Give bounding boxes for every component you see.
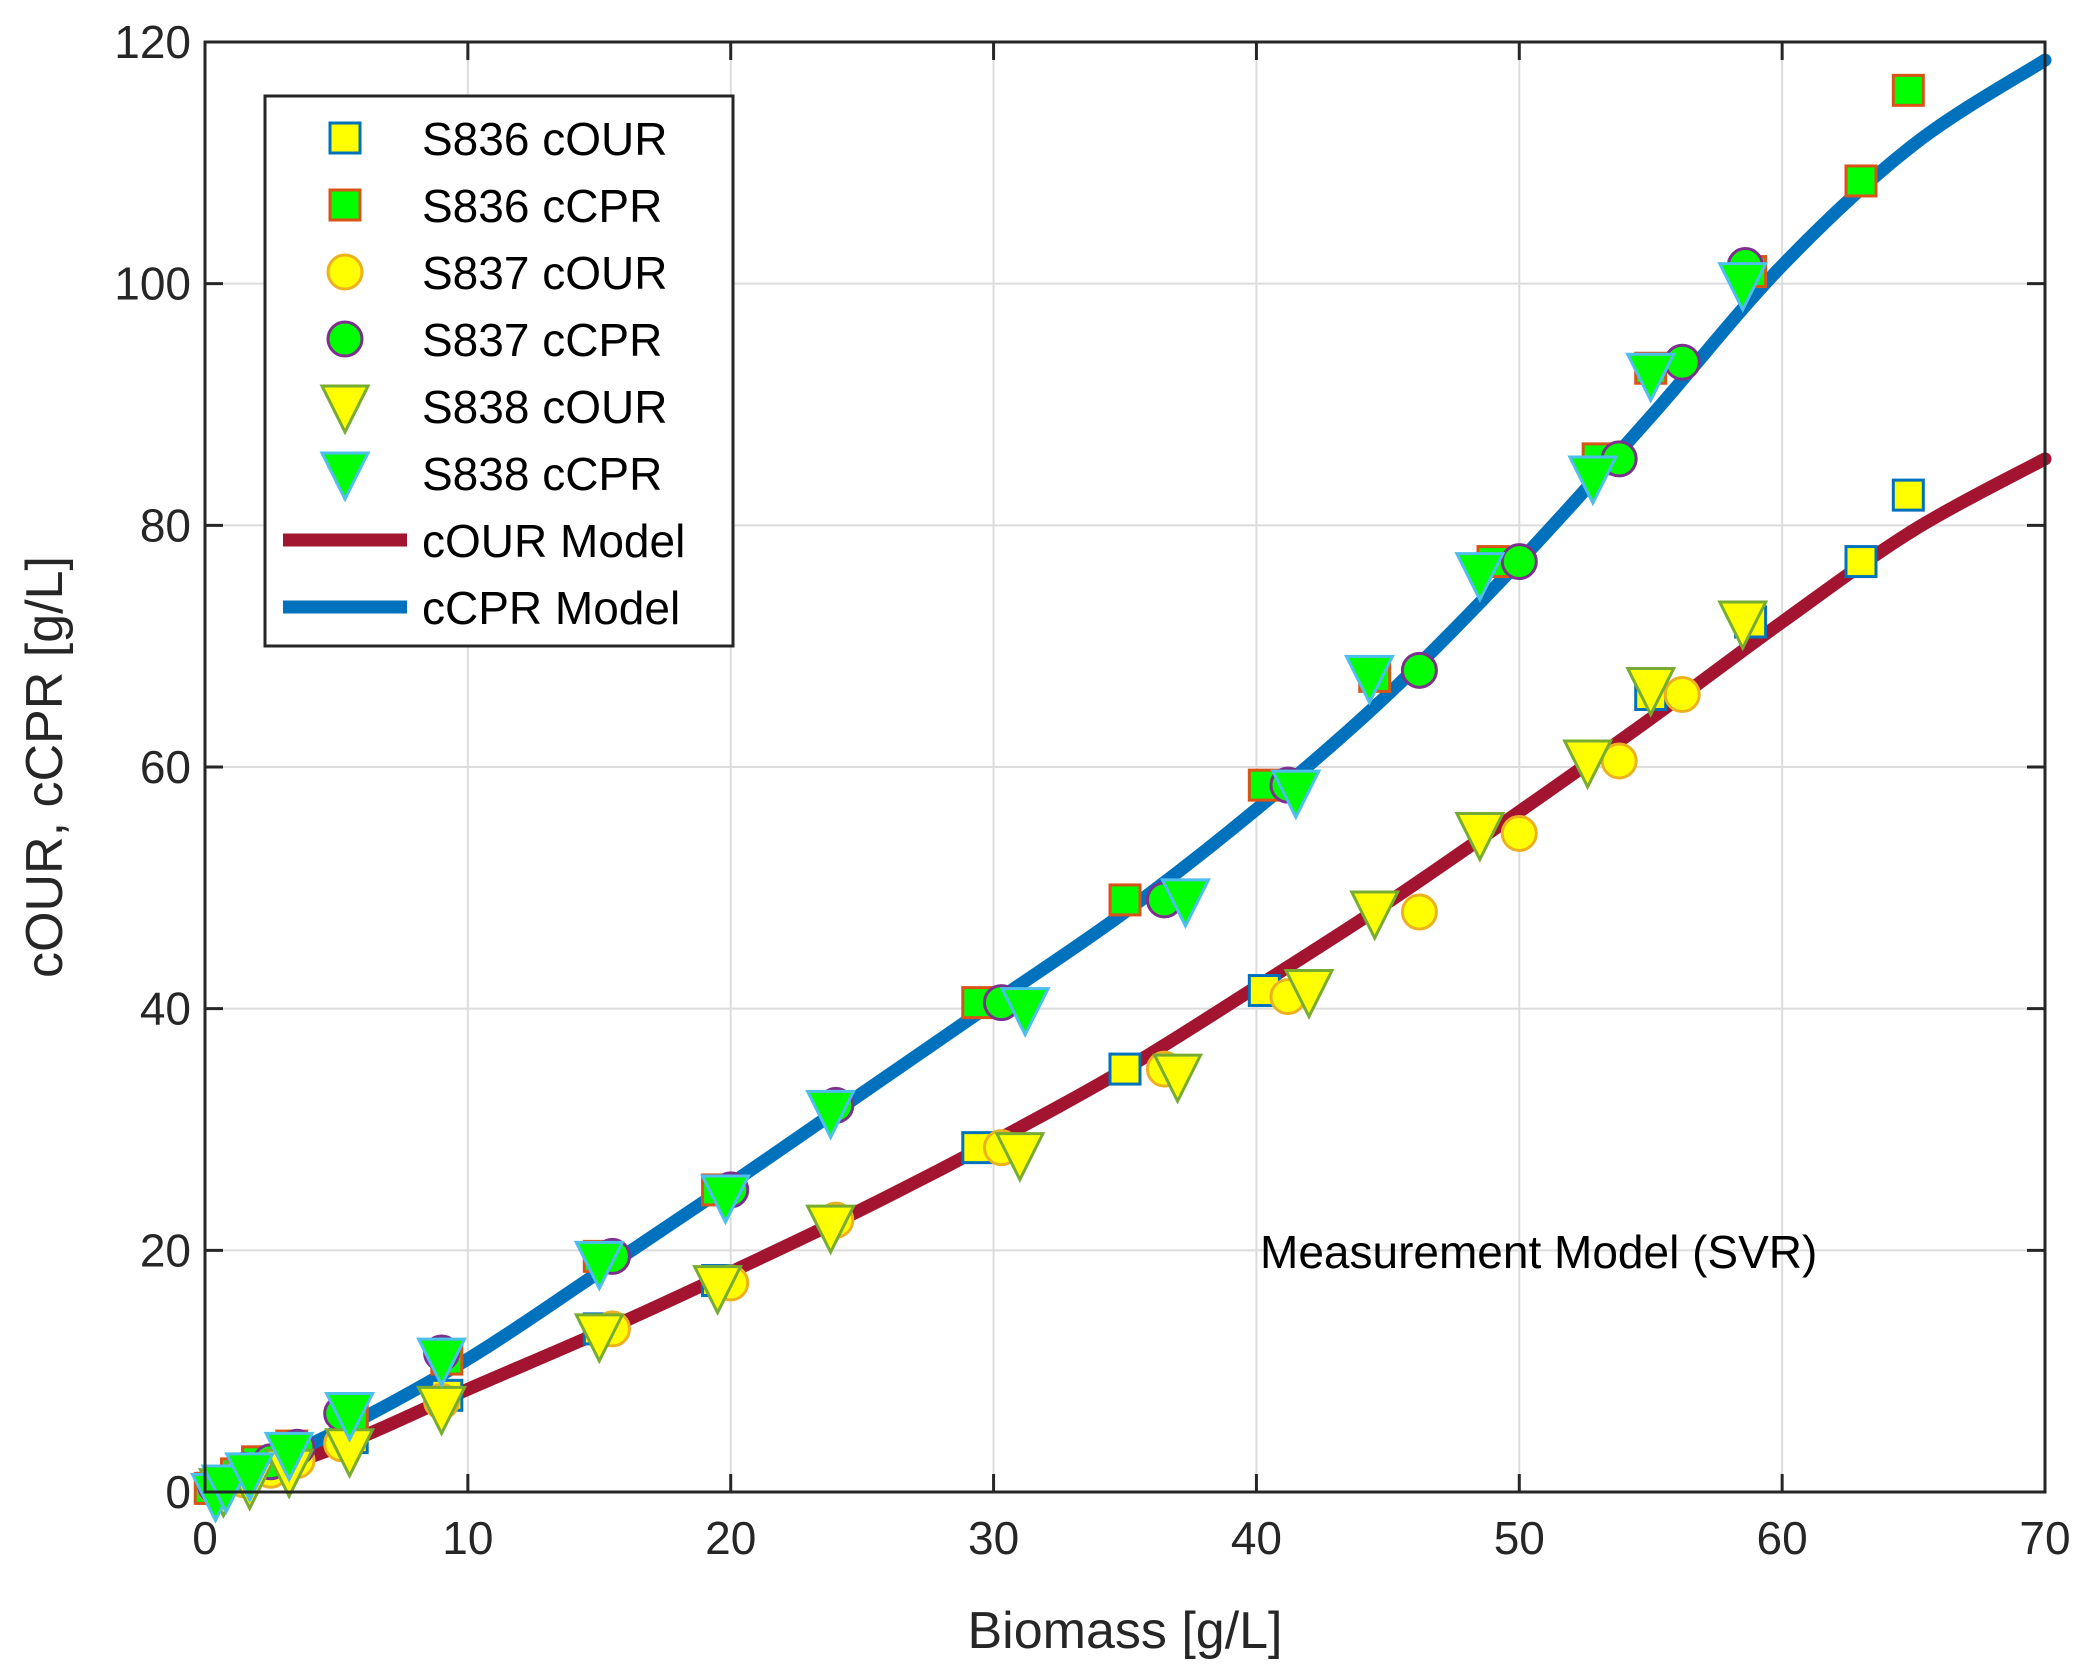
data-point: [1562, 739, 1614, 791]
y-axis-label: cOUR, cCPR [g/L]: [16, 556, 74, 978]
legend-label: S838 cCPR: [422, 448, 662, 500]
x-tick-label: 50: [1494, 1512, 1545, 1564]
data-point: [1625, 352, 1677, 404]
data-point: [1108, 883, 1142, 917]
legend: S836 cOUR S836 cCPR S837 cOUR S837 cCPR S838…: [263, 94, 735, 648]
legend-marker: [319, 384, 371, 436]
y-tick-label: 0: [165, 1466, 191, 1518]
legend-label: S838 cOUR: [422, 381, 667, 433]
data-point: [573, 1313, 625, 1365]
data-point: [1344, 654, 1395, 706]
data-point: [1270, 769, 1322, 821]
axis-ticks: 0 10 20 30 40 50 60 70 0 20 40 60 80 100 120: [114, 16, 2070, 1564]
data-point: [263, 1431, 315, 1483]
data-point: [1454, 811, 1506, 863]
data-point: [1349, 890, 1401, 942]
data-point: [1454, 552, 1506, 604]
data-point: [700, 1174, 751, 1226]
series-s838-ccpr: [190, 262, 1769, 1524]
legend-entry-cour-model: cOUR Model: [283, 515, 685, 567]
x-tick-label: 40: [1231, 1512, 1282, 1564]
data-point: [805, 1089, 857, 1141]
data-point: [1500, 814, 1538, 852]
x-tick-label: 60: [1757, 1512, 1808, 1564]
legend-label: cOUR Model: [422, 515, 685, 567]
legend-entry-s837-cour: S837 cOUR: [326, 247, 667, 299]
data-point: [1500, 543, 1538, 581]
legend-entry-s838-ccpr: S838 cCPR: [319, 448, 662, 503]
legend-entry-s837-ccpr: S837 cCPR: [326, 314, 662, 366]
y-tick-label: 60: [140, 741, 191, 793]
x-tick-label: 30: [968, 1512, 1019, 1564]
data-point: [1283, 969, 1335, 1020]
data-point: [692, 1265, 743, 1316]
data-point: [1625, 666, 1677, 718]
legend-box: [263, 94, 735, 648]
data-point: [994, 1132, 1046, 1184]
data-point: [224, 1452, 276, 1504]
data-point: [1567, 455, 1619, 507]
data-point: [1844, 545, 1878, 579]
data-point: [1891, 73, 1925, 107]
data-point: [805, 1204, 857, 1256]
data-point: [1891, 478, 1925, 512]
legend-entry-s838-cour: S838 cOUR: [319, 381, 667, 436]
x-axis-label: Biomass [g/L]: [967, 1602, 1282, 1660]
data-point: [1717, 262, 1769, 314]
legend-entry-s836-cour: S836 cOUR: [328, 113, 667, 165]
data-markers: [190, 73, 1925, 1524]
y-tick-label: 120: [114, 16, 191, 68]
x-tick-label: 20: [705, 1512, 756, 1564]
legend-marker: [328, 188, 362, 222]
data-point: [1400, 893, 1438, 931]
annotation-text: Measurement Model (SVR): [1260, 1226, 1817, 1278]
y-tick-label: 20: [140, 1224, 191, 1276]
legend-marker: [326, 320, 364, 358]
y-tick-label: 80: [140, 499, 191, 551]
data-point: [1152, 1053, 1203, 1105]
data-point: [573, 1240, 625, 1292]
x-tick-label: 10: [442, 1512, 493, 1564]
legend-entry-s836-ccpr: S836 cCPR: [328, 180, 662, 232]
legend-marker: [319, 451, 371, 503]
legend-label: S837 cOUR: [422, 247, 667, 299]
data-point: [1400, 651, 1438, 689]
data-point: [999, 987, 1051, 1039]
y-tick-label: 40: [140, 983, 191, 1035]
data-point: [324, 1391, 375, 1443]
legend-entry-ccpr-model: cCPR Model: [283, 582, 680, 634]
legend-label: S837 cCPR: [422, 314, 662, 366]
legend-marker: [328, 121, 362, 155]
legend-label: S836 cOUR: [422, 113, 667, 165]
data-point: [1663, 676, 1701, 713]
data-point: [1108, 1052, 1142, 1086]
y-tick-label: 100: [114, 258, 191, 310]
data-point: [1160, 878, 1211, 930]
data-point: [1844, 164, 1878, 198]
data-point: [416, 1337, 467, 1389]
legend-label: S836 cCPR: [422, 180, 662, 232]
legend-marker: [326, 253, 364, 291]
data-point: [1717, 600, 1769, 652]
x-tick-label: 70: [2019, 1512, 2070, 1564]
legend-label: cCPR Model: [422, 582, 680, 634]
x-tick-label: 0: [192, 1512, 218, 1564]
